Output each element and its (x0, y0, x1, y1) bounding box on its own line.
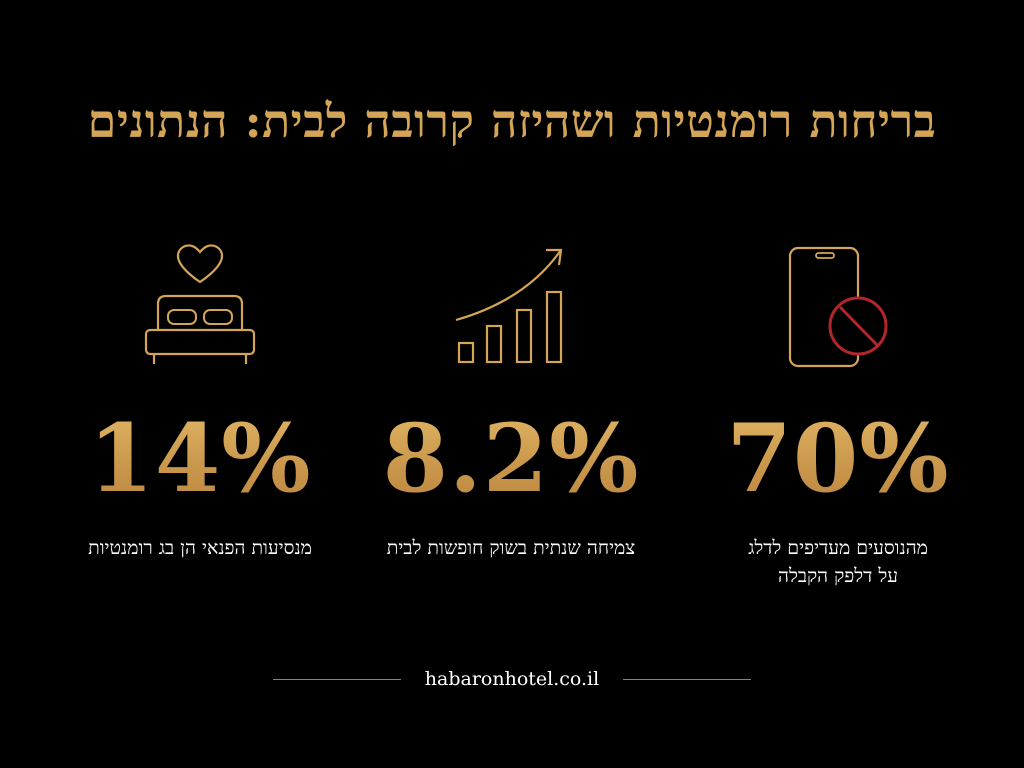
stat-caption: מנסיעות הפנאי הן בג רומנטיות (88, 537, 312, 559)
stat-romantic-trips: 14% מנסיעות הפנאי הן בג רומנטיות (40, 230, 360, 562)
stat-growth: 8.2% צמיחה שנתית בשוק חופשות לבית (351, 230, 671, 562)
website-link[interactable]: habaronhotel.co.il (424, 668, 600, 690)
stat-value: 8.2% (351, 404, 671, 514)
bed-heart-icon (144, 244, 256, 364)
page-title: בריחות רומנטיות ושהיזה קרובה לבית: הנתונ… (87, 94, 937, 148)
stat-caption: צמיחה שנתית בשוק חופשות לבית (386, 537, 636, 559)
phone-no-icon (788, 246, 888, 368)
icon-container (351, 230, 671, 370)
footer-divider (272, 678, 401, 680)
icon-container (40, 230, 360, 370)
stat-reception-skip: 70% מהנוסעים מעדיפים לדלג על דלפק הקבלה (678, 230, 998, 590)
stat-value: 14% (40, 404, 360, 514)
footer-divider (623, 678, 752, 680)
footer: habaronhotel.co.il (0, 668, 1024, 690)
stat-value: 70% (678, 404, 998, 514)
icon-container (678, 230, 998, 370)
growth-chart-icon (455, 248, 563, 364)
stat-caption: מהנוסעים מעדיפים לדלג על דלפק הקבלה (748, 537, 928, 587)
